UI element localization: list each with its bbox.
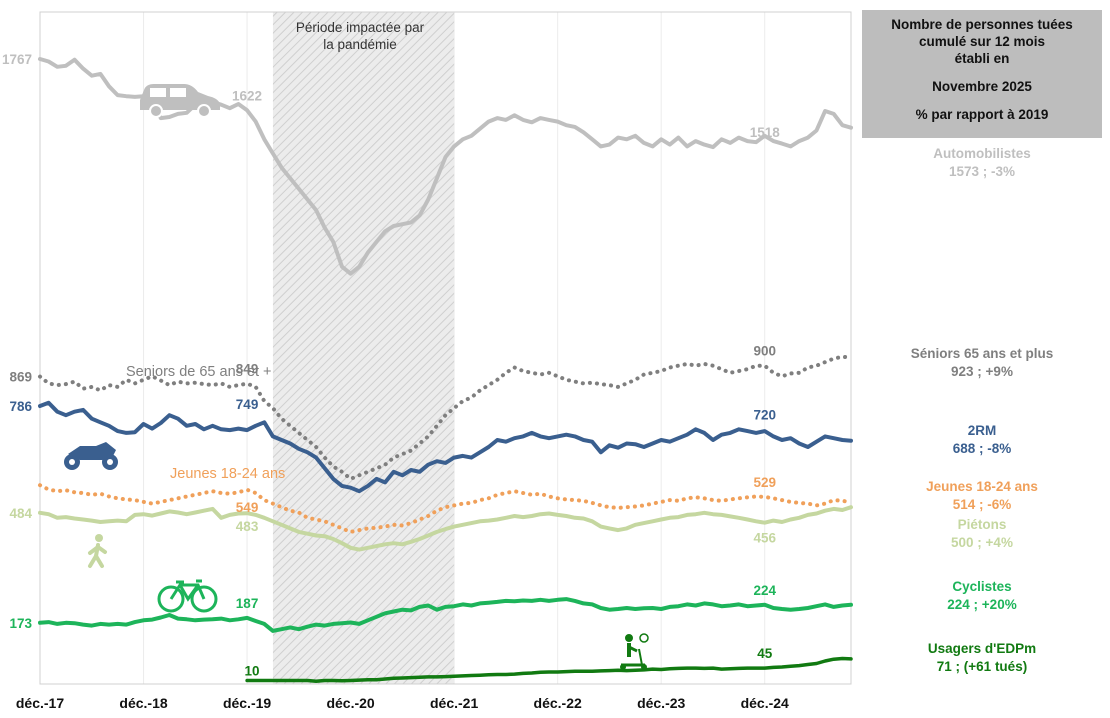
legend-name: 2RM [967, 423, 997, 438]
data-label-automobilistes-0: 1767 [2, 52, 32, 67]
legend-value: 71 ; (+61 tués) [936, 659, 1028, 674]
bicycle-icon [157, 579, 218, 613]
data-label-automobilistes-84: 1518 [750, 125, 781, 140]
data-label-edpm-84: 45 [757, 646, 773, 661]
info-line-4: Novembre 2025 [932, 79, 1032, 94]
data-label-edpm-24: 10 [245, 663, 260, 678]
legend-name: Séniors 65 ans et plus [910, 346, 1054, 361]
x-tick-label: déc.-19 [223, 695, 271, 711]
data-label-pietons-24: 483 [236, 519, 259, 534]
legend-seniors: Séniors 65 ans et plus 923 ; +9% [862, 345, 1102, 381]
legend-name: Automobilistes [933, 146, 1031, 161]
data-labels: 1767 1622 1518 869 849 900 786 749 720 549 529 484 4… [2, 52, 780, 678]
data-label-cyclistes-0: 173 [9, 616, 32, 631]
info-line-1: Nombre de personnes tuées [891, 17, 1073, 32]
x-tick-label: déc.-24 [741, 695, 789, 711]
data-label-pietons-0: 484 [9, 506, 32, 521]
data-label-seniors-84: 900 [753, 344, 776, 359]
series-line-cyclistes [38, 597, 853, 633]
legend-value: 688 ; -8% [952, 441, 1012, 456]
legend-value: 1573 ; -3% [948, 164, 1016, 179]
series-line-edpm [245, 656, 853, 683]
series-line-jeunes [38, 483, 853, 534]
data-label-jeunes-24: 549 [236, 500, 259, 515]
series-line-deux_roues [38, 400, 853, 494]
data-label-pietons-84: 456 [753, 531, 776, 546]
data-label-jeunes-84: 529 [753, 475, 776, 490]
legend-name: Usagers d'EDPm [927, 641, 1037, 656]
car-icon [140, 84, 220, 118]
x-tick-label: déc.-22 [534, 695, 582, 711]
series-line-automobilistes [38, 57, 853, 276]
x-tick-label: déc.-20 [326, 695, 374, 711]
data-label-seniors-24: 849 [236, 362, 259, 377]
data-label-cyclistes-24: 187 [236, 596, 259, 611]
legend-value: 923 ; +9% [951, 364, 1013, 379]
legend-cyclistes: Cyclistes 224 ; +20% [862, 578, 1102, 614]
series-line-pietons [38, 505, 853, 552]
info-line-5: % par rapport à 2019 [915, 107, 1049, 122]
legend-value: 514 ; -6% [952, 497, 1012, 512]
pandemic-hatch [272, 12, 455, 684]
x-tick-label: déc.-21 [430, 695, 478, 711]
pandemic-label-line2: la pandémie [323, 37, 397, 52]
plot-frame [39, 11, 852, 685]
pandemic-label-line1: Période impactée par [296, 20, 425, 35]
data-label-deux_roues-24: 749 [236, 397, 259, 412]
legend-name: Cyclistes [952, 579, 1012, 594]
legend-jeunes: Jeunes 18-24 ans 514 ; -6% [862, 478, 1102, 514]
legend-pietons: Piétons 500 ; +4% [862, 516, 1102, 552]
series-group [38, 57, 853, 683]
scooter-icon [620, 633, 649, 670]
x-tick-label: déc.-23 [637, 695, 685, 711]
legend-2rm: 2RM 688 ; -8% [862, 422, 1102, 458]
pandemic-band [272, 12, 455, 684]
x-tick-label: déc.-17 [16, 695, 64, 711]
annotation-jeunes: Jeunes 18-24 ans [170, 466, 285, 482]
info-line-3: établi en [954, 51, 1010, 66]
annotation-seniors: Seniors de 65 ans et + [126, 364, 272, 380]
legend-value: 224 ; +20% [947, 597, 1017, 612]
data-label-cyclistes-84: 224 [753, 583, 776, 598]
x-axis: déc.-17 déc.-18 déc.-19 déc.-20 déc.-21 déc.-… [16, 695, 789, 711]
motorcycle-icon [64, 442, 118, 470]
pedestrian-icon [88, 534, 107, 568]
info-box: Nombre de personnes tuées cumulé sur 12 … [862, 10, 1102, 138]
legend-name: Piétons [957, 517, 1007, 532]
series-line-seniors [38, 354, 853, 481]
legend-value: 500 ; +4% [951, 535, 1013, 550]
data-label-deux_roues-0: 786 [9, 399, 32, 414]
data-label-seniors-0: 869 [9, 370, 32, 385]
x-tick-label: déc.-18 [119, 695, 167, 711]
legend-name: Jeunes 18-24 ans [926, 479, 1038, 494]
data-label-deux_roues-84: 720 [753, 407, 776, 422]
info-line-2: cumulé sur 12 mois [918, 34, 1046, 49]
legend-edpm: Usagers d'EDPm 71 ; (+61 tués) [862, 640, 1102, 676]
data-label-automobilistes-24: 1622 [232, 88, 262, 103]
legend-automobilistes: Automobilistes 1573 ; -3% [862, 145, 1102, 181]
